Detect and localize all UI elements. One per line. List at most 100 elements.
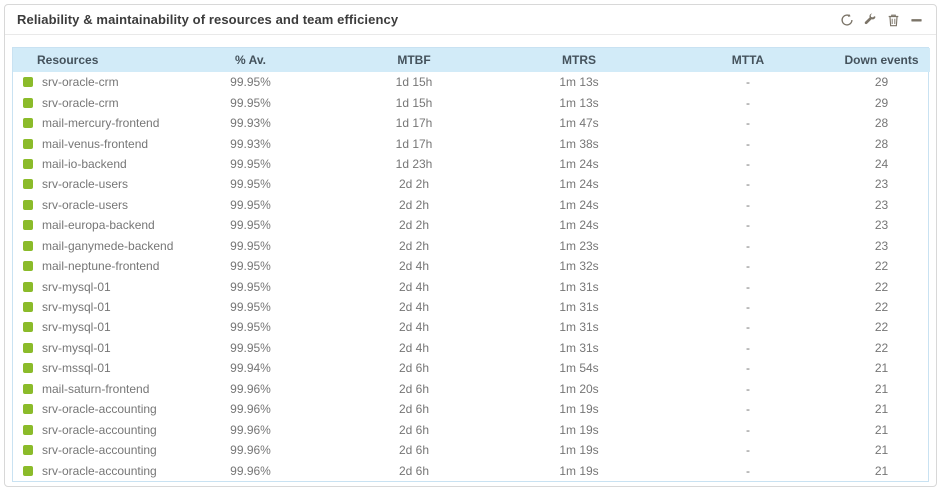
availability-value: 99.95% <box>230 238 271 253</box>
column-header-resources: Resources <box>13 48 168 72</box>
reliability-widget-panel: Reliability & maintainability of resourc… <box>4 4 937 487</box>
status-up-icon <box>23 261 33 272</box>
reliability-table: Resources % Av. MTBF MTRS MTTA Down even… <box>13 48 930 481</box>
status-up-icon <box>23 199 33 210</box>
status-up-icon <box>23 424 33 435</box>
mtrs-value: 1m 31s <box>559 320 599 335</box>
mtbf-value: 1d 15h <box>395 75 433 90</box>
resource-name: srv-mysql-01 <box>42 320 111 335</box>
availability-value: 99.93% <box>230 116 271 131</box>
mtta-value: - <box>746 320 750 335</box>
trash-icon[interactable] <box>885 12 901 28</box>
mtrs-value: 1m 19s <box>559 422 599 437</box>
mtrs-value: 1m 32s <box>559 259 599 274</box>
down-events-value: 23 <box>874 218 889 233</box>
table-row: srv-mysql-01 99.95% 2d 4h 1m 31s - 22 <box>13 276 930 296</box>
mtbf-value: 2d 4h <box>398 279 430 294</box>
mtrs-value: 1m 31s <box>559 340 599 355</box>
status-up-icon <box>23 445 33 456</box>
availability-value: 99.96% <box>230 463 271 478</box>
mtrs-value: 1m 24s <box>559 218 599 233</box>
mtbf-value: 1d 17h <box>395 116 433 131</box>
mtbf-value: 1d 17h <box>395 136 433 151</box>
mtta-value: - <box>746 218 750 233</box>
mtbf-value: 2d 4h <box>398 259 430 274</box>
status-up-icon <box>23 342 33 353</box>
status-up-icon <box>23 118 33 129</box>
wrench-icon[interactable] <box>862 12 878 28</box>
status-up-icon <box>23 465 33 476</box>
resource-name: srv-mssql-01 <box>42 361 111 376</box>
mtta-value: - <box>746 422 750 437</box>
minus-icon[interactable] <box>908 12 924 28</box>
table-header: Resources % Av. MTBF MTRS MTTA Down even… <box>13 48 930 72</box>
availability-value: 99.95% <box>230 177 271 192</box>
status-up-icon <box>23 220 33 231</box>
status-up-icon <box>23 383 33 394</box>
mtbf-value: 2d 6h <box>398 402 430 417</box>
mtbf-value: 2d 4h <box>398 340 430 355</box>
mtta-value: - <box>746 279 750 294</box>
mtbf-value: 2d 2h <box>398 177 430 192</box>
mtta-value: - <box>746 75 750 90</box>
mtta-value: - <box>746 95 750 110</box>
mtrs-value: 1m 24s <box>559 177 599 192</box>
table-row: srv-mssql-01 99.94% 2d 6h 1m 54s - 21 <box>13 358 930 378</box>
resource-name: mail-mercury-frontend <box>42 116 160 131</box>
table-row: mail-mercury-frontend 99.93% 1d 17h 1m 4… <box>13 113 930 133</box>
status-up-icon <box>23 302 33 313</box>
status-up-icon <box>23 363 33 374</box>
table-row: srv-mysql-01 99.95% 2d 4h 1m 31s - 22 <box>13 317 930 337</box>
down-events-value: 28 <box>874 136 889 151</box>
resource-name: mail-venus-frontend <box>42 136 149 151</box>
mtbf-value: 2d 6h <box>398 463 430 478</box>
mtta-value: - <box>746 402 750 417</box>
column-header-down-events: Down events <box>833 48 930 72</box>
mtta-value: - <box>746 136 750 151</box>
down-events-value: 23 <box>874 197 889 212</box>
resource-name: srv-oracle-users <box>42 197 129 212</box>
down-events-value: 28 <box>874 116 889 131</box>
down-events-value: 22 <box>874 340 889 355</box>
down-events-value: 23 <box>874 238 889 253</box>
mtbf-value: 2d 6h <box>398 443 430 458</box>
availability-value: 99.96% <box>230 381 271 396</box>
mtrs-value: 1m 19s <box>559 402 599 417</box>
resource-name: mail-europa-backend <box>42 218 155 233</box>
resource-name: mail-neptune-frontend <box>42 259 160 274</box>
status-up-icon <box>23 138 33 149</box>
resource-name: srv-oracle-accounting <box>42 402 157 417</box>
mtbf-value: 2d 2h <box>398 238 430 253</box>
down-events-value: 22 <box>874 259 889 274</box>
down-events-value: 21 <box>874 402 889 417</box>
down-events-value: 29 <box>874 75 889 90</box>
status-up-icon <box>23 158 33 169</box>
availability-value: 99.93% <box>230 136 271 151</box>
availability-value: 99.95% <box>230 279 271 294</box>
mtrs-value: 1m 54s <box>559 361 599 376</box>
mtta-value: - <box>746 340 750 355</box>
mtbf-value: 2d 4h <box>398 300 430 315</box>
resource-name: mail-io-backend <box>42 156 127 171</box>
mtta-value: - <box>746 300 750 315</box>
down-events-value: 21 <box>874 381 889 396</box>
table-row: srv-oracle-accounting 99.96% 2d 6h 1m 19… <box>13 460 930 480</box>
status-up-icon <box>23 281 33 292</box>
mtrs-value: 1m 13s <box>559 75 599 90</box>
availability-value: 99.95% <box>230 197 271 212</box>
resource-name: mail-ganymede-backend <box>42 238 174 253</box>
refresh-icon[interactable] <box>839 12 855 28</box>
table-row: srv-oracle-users 99.95% 2d 2h 1m 24s - 2… <box>13 174 930 194</box>
mtta-value: - <box>746 361 750 376</box>
mtbf-value: 1d 15h <box>395 95 433 110</box>
mtta-value: - <box>746 463 750 478</box>
availability-value: 99.95% <box>230 340 271 355</box>
status-up-icon <box>23 179 33 190</box>
mtta-value: - <box>746 177 750 192</box>
mtta-value: - <box>746 238 750 253</box>
mtrs-value: 1m 13s <box>559 95 599 110</box>
resource-name: srv-mysql-01 <box>42 300 111 315</box>
availability-value: 99.95% <box>230 156 271 171</box>
down-events-value: 22 <box>874 300 889 315</box>
availability-value: 99.94% <box>230 361 271 376</box>
